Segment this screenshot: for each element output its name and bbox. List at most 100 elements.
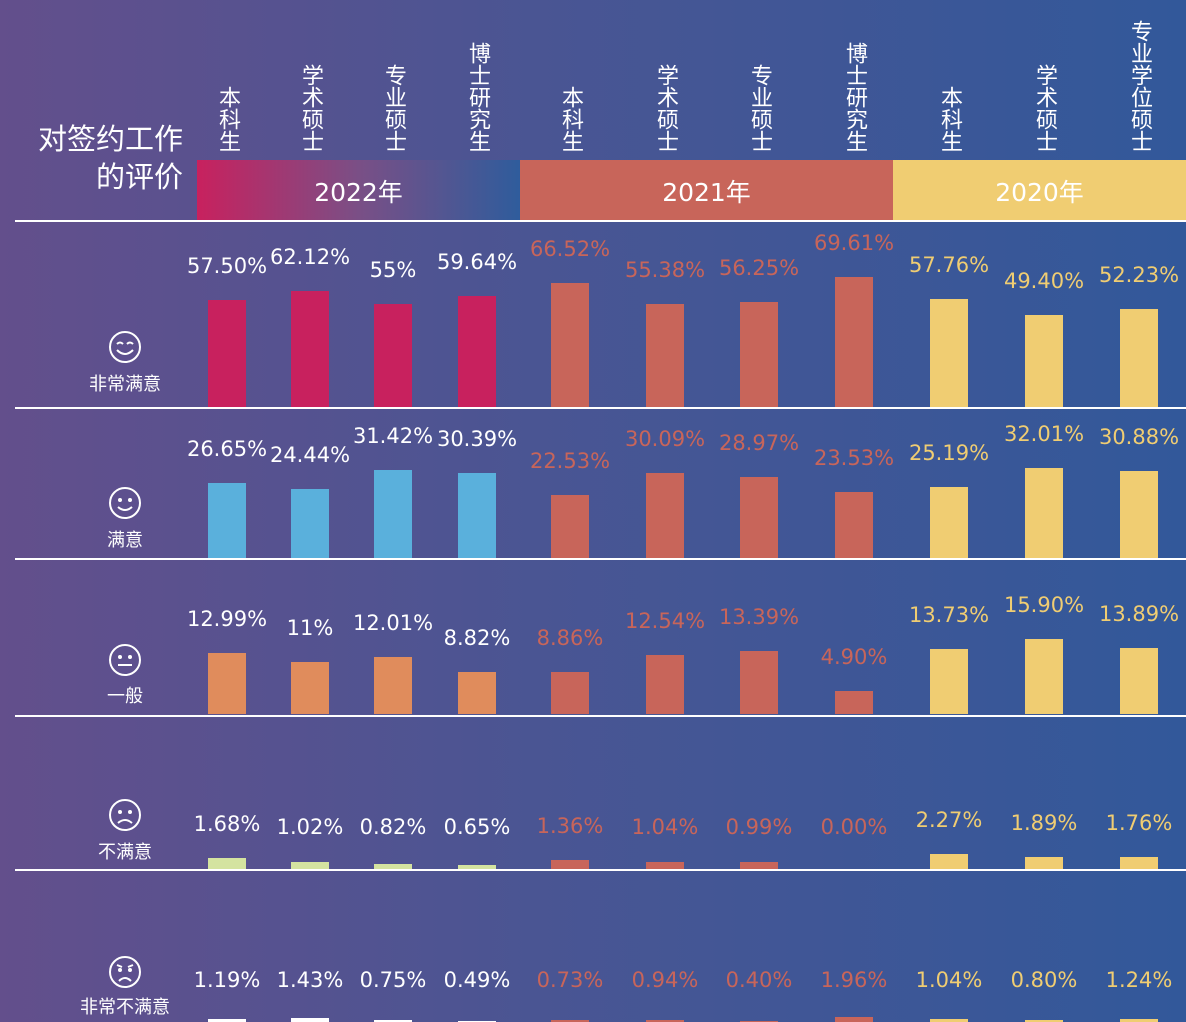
category-label: 博士研究生 [465,42,490,152]
bar [374,657,412,714]
bar [646,862,684,869]
row-label: 不满意 [98,842,152,863]
value-label: 0.65% [443,815,511,839]
value-label: 13.89% [1098,602,1180,627]
value-label: 11% [286,616,334,641]
bar [291,489,329,558]
bar [1025,468,1063,558]
value-label: 8.82% [443,626,511,651]
value-label: 8.86% [536,626,604,651]
value-label: 2.27% [915,808,983,832]
value-label: 15.90% [1003,593,1085,617]
value-label: 0.75% [359,968,427,992]
separator [15,407,1186,409]
row-label: 非常不满意 [80,997,170,1018]
bar [930,854,968,869]
bar [551,494,589,558]
value-label: 0.94% [631,968,699,992]
value-label: 30.88% [1098,425,1180,450]
bar [208,299,246,407]
value-label: 0.80% [1010,968,1078,992]
category-label: 专业硕士 [381,64,406,152]
bar [458,472,496,558]
bar [930,487,968,558]
value-label: 1.96% [820,968,888,992]
category-label: 专业硕士 [747,64,772,152]
value-label: 13.73% [908,603,990,628]
value-label: 12.54% [624,608,706,633]
value-label: 22.53% [529,448,611,473]
bar [1120,857,1158,869]
chart-title: 对签约工作的评价 [37,122,183,194]
bar [740,1020,778,1022]
bar [930,649,968,714]
bar [291,662,329,714]
value-label: 32.01% [1003,422,1085,446]
bar [740,301,778,407]
bar [835,690,873,714]
value-label: 31.42% [352,423,434,448]
value-label: 12.99% [186,606,268,631]
bar [374,1020,412,1022]
value-label: 62.12% [269,244,351,269]
bar [1120,471,1158,558]
value-label: 1.02% [276,815,344,839]
value-label: 57.76% [908,253,990,278]
category-label: 本科生 [215,86,240,152]
value-label: 1.76% [1105,811,1173,836]
bar [374,304,412,407]
bar [208,857,246,869]
value-label: 0.00% [820,815,888,839]
value-label: 56.25% [718,255,800,280]
value-label: 0.49% [443,968,511,992]
bar [458,295,496,407]
bar [930,299,968,407]
bar [208,1018,246,1022]
value-label: 0.99% [725,815,793,839]
value-label: 1.04% [915,968,983,992]
row-label: 满意 [107,530,143,551]
category-label: 本科生 [937,86,962,152]
value-label: 1.89% [1010,810,1078,835]
value-label: 55% [369,258,417,283]
category-label: 专业学位硕士 [1127,20,1152,152]
value-label: 4.90% [820,644,888,669]
value-label: 30.09% [624,427,706,452]
value-label: 69.61% [813,231,895,255]
bar [291,1018,329,1022]
value-label: 25.19% [908,441,990,466]
bar [740,476,778,558]
value-label: 52.23% [1098,263,1180,288]
value-label: 12.01% [352,611,434,636]
bar [458,864,496,869]
value-label: 1.24% [1105,968,1173,992]
bar [458,672,496,714]
bar [551,672,589,714]
bar [646,303,684,407]
bar [835,1017,873,1022]
face-icon [109,799,141,831]
bar [291,862,329,869]
value-label: 13.39% [718,604,800,629]
bar [1025,639,1063,714]
bar [551,282,589,407]
value-label: 49.40% [1003,268,1085,293]
row-label: 非常满意 [89,374,161,395]
value-label: 1.04% [631,815,699,839]
face-icon [109,644,141,676]
row-label: 一般 [107,686,143,707]
category-label: 学术硕士 [653,64,678,152]
value-label: 1.68% [193,811,261,836]
face-icon [109,331,141,363]
separator [15,558,1186,560]
separator [15,220,1186,222]
bar [646,473,684,558]
value-label: 28.97% [718,430,800,455]
bar [374,469,412,558]
bar [1025,1019,1063,1022]
bar [646,1019,684,1022]
bar [551,1020,589,1022]
value-label: 0.40% [725,968,793,992]
value-label: 59.64% [436,249,518,274]
